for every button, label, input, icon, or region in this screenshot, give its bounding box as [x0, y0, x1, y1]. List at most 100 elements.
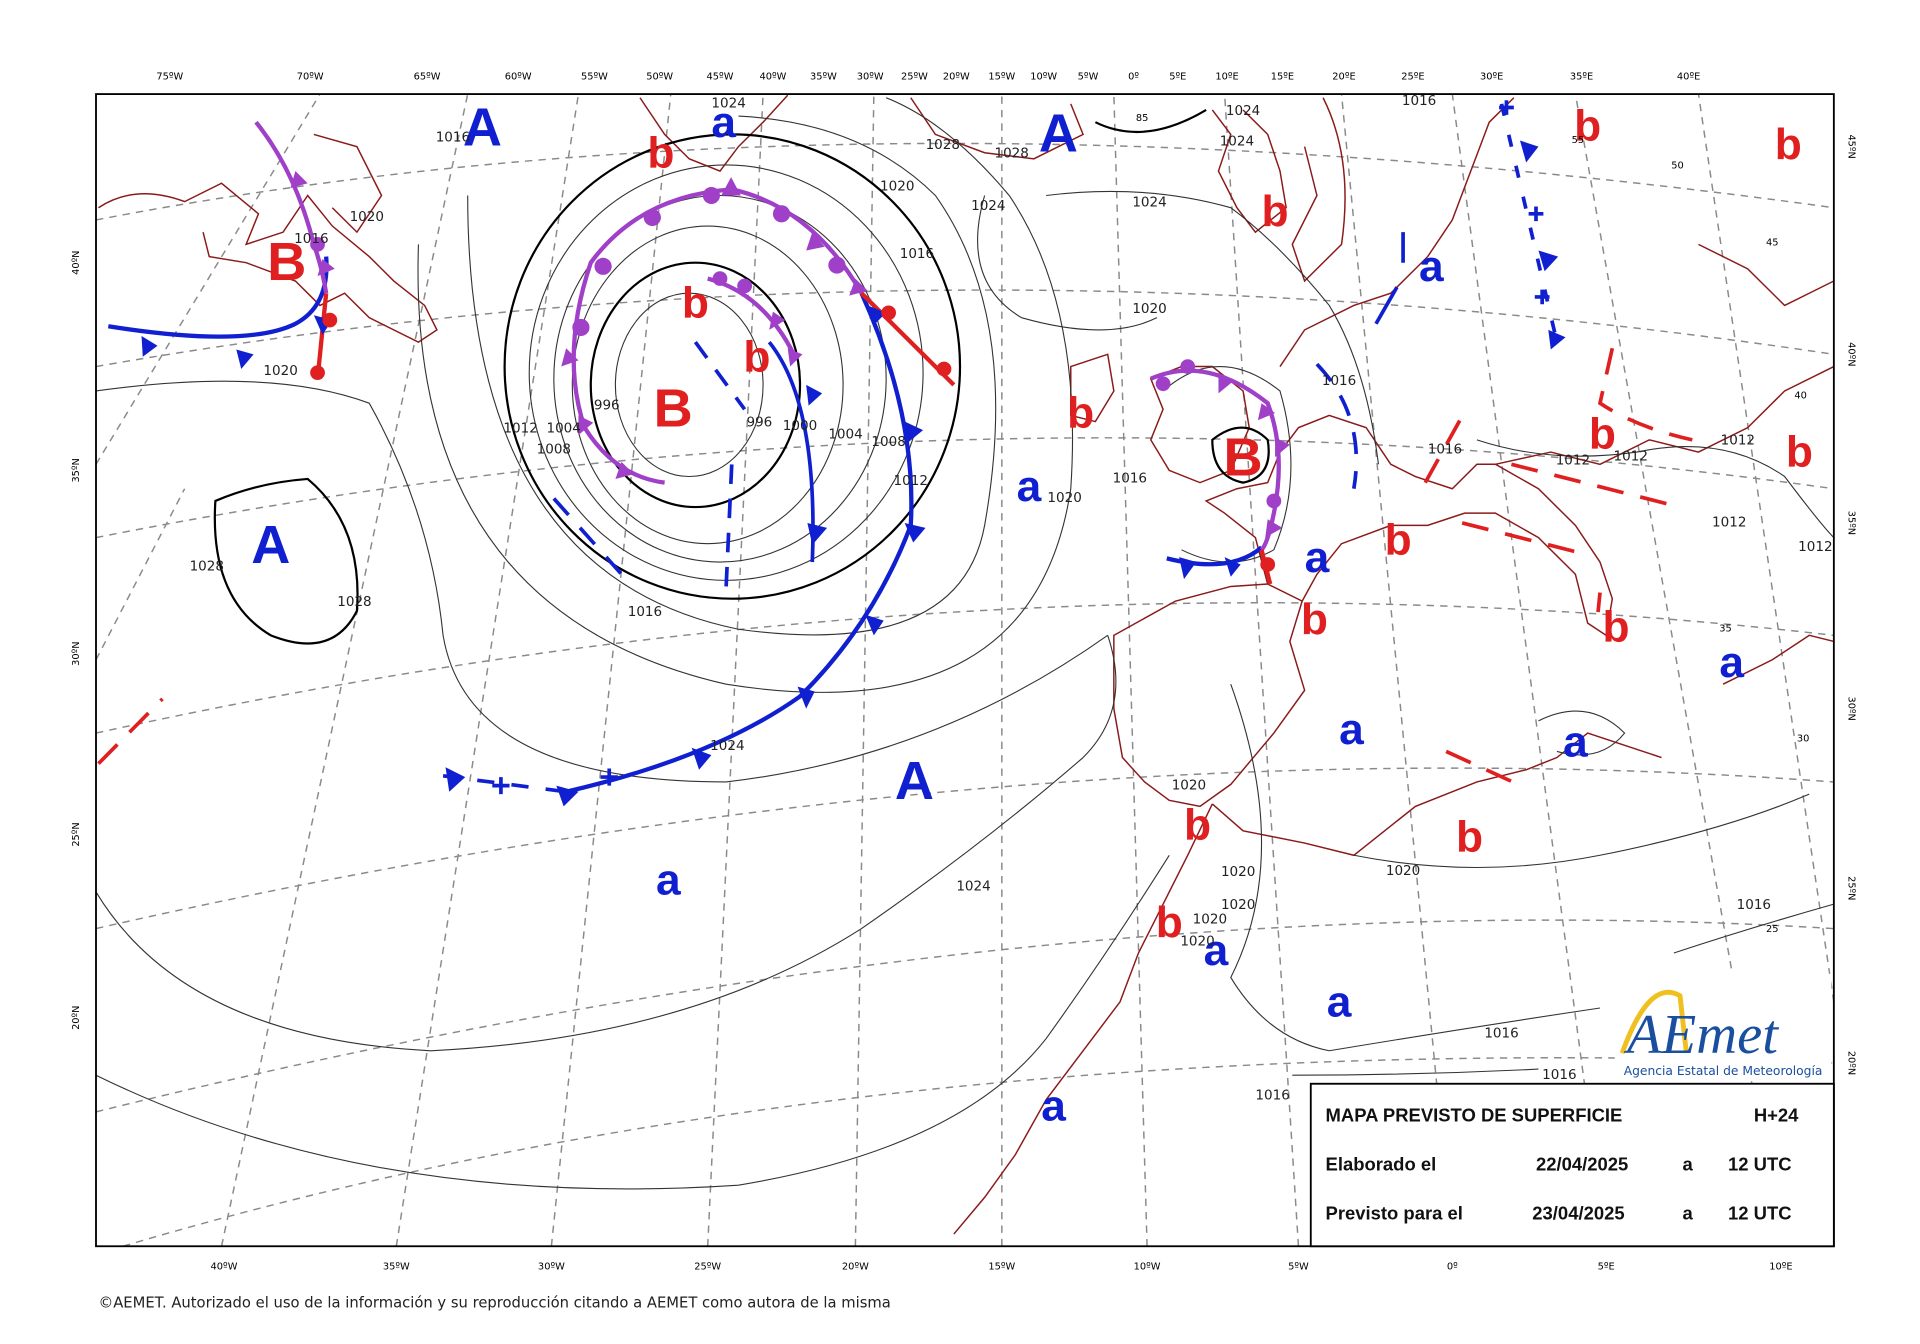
top-lon-label: 10ºE	[1215, 71, 1238, 82]
isobar-label: 1016	[1737, 897, 1771, 913]
grid-number-label: 85	[1136, 113, 1149, 124]
bottom-lon-label: 0º	[1447, 1261, 1458, 1272]
info-lead-time: H+24	[1754, 1105, 1799, 1126]
isobar-label: 1016	[1428, 441, 1462, 457]
logo-name: AEmet	[1623, 1004, 1779, 1066]
right-lat-label: 45ºN	[1846, 134, 1857, 158]
left-lat-label: 40ºN	[71, 251, 82, 275]
map-frame	[95, 93, 1835, 1248]
isobar-label: 1028	[926, 137, 960, 153]
pressure-center: b	[647, 129, 674, 178]
copyright: ©AEMET. Autorizado el uso de la informac…	[98, 1294, 890, 1311]
isobar-label: 1024	[956, 879, 990, 895]
pressure-center: A	[463, 98, 502, 158]
info-issued-at: a	[1682, 1154, 1693, 1175]
bottom-lon-label: 5ºW	[1288, 1261, 1309, 1272]
pressure-center: a	[1339, 705, 1364, 754]
info-box: MAPA PREVISTO DE SUPERFICIE H+24 Elabora…	[1309, 1082, 1835, 1248]
pressure-center: a	[711, 98, 736, 147]
top-lon-label: 15ºW	[988, 71, 1015, 82]
isobar-label: 1012	[1556, 452, 1590, 468]
info-valid-at: a	[1682, 1202, 1693, 1223]
isobar-label: 1016	[1402, 93, 1436, 109]
isobar-label: 1012	[503, 421, 537, 437]
grid-number-label: 35	[1719, 624, 1732, 635]
logo-subtitle: Agencia Estatal de Meteorología	[1624, 1064, 1823, 1078]
isobar-label: 1016	[294, 231, 328, 247]
info-issued-label: Elaborado el	[1326, 1154, 1437, 1175]
isobar-label: 1016	[1113, 471, 1147, 487]
pressure-center: b	[1262, 187, 1289, 236]
isobar-label: 1024	[971, 198, 1005, 214]
pressure-center: b	[1574, 102, 1601, 151]
isobar-label: 1020	[1386, 863, 1420, 879]
grid-number-label: 30	[1797, 734, 1810, 745]
isobar-label: 1016	[1484, 1025, 1518, 1041]
isobar-label: 1012	[1712, 515, 1746, 531]
grid-number-label: 25	[1766, 924, 1779, 935]
right-lat-label: 20ºN	[1846, 1051, 1857, 1075]
isobar-label: 1020	[1172, 777, 1206, 793]
grid-number-label: 45	[1766, 238, 1779, 249]
top-lon-label: 40ºE	[1677, 71, 1700, 82]
isobar-label: 1020	[1047, 490, 1081, 506]
labels: 75ºW 70ºW 65ºW 60ºW 55ºW 50ºW 45ºW 40ºW 35ºW 30ºW…	[71, 71, 1857, 1272]
info-issued-time: 12 UTC	[1728, 1154, 1792, 1175]
pressure-center: B	[1224, 427, 1263, 487]
top-lon-label: 35ºW	[810, 71, 837, 82]
isobar-label: 1020	[263, 363, 297, 379]
pressure-center: b	[1589, 410, 1616, 459]
top-lon-label: 50ºW	[646, 71, 673, 82]
pressure-center: b	[1385, 516, 1412, 565]
top-lon-label: 25ºW	[901, 71, 928, 82]
fronts	[97, 100, 1693, 807]
top-lon-label: 35ºE	[1570, 71, 1593, 82]
top-lon-label: 55ºW	[581, 71, 608, 82]
isobar-label: 1020	[1193, 912, 1227, 928]
bottom-lon-label: 25ºW	[694, 1261, 721, 1272]
pressure-center: b	[1301, 595, 1328, 644]
isobar-label: 1024	[1220, 133, 1254, 149]
isobar-label: 1016	[436, 130, 470, 146]
isobar-label: 1028	[190, 559, 224, 575]
isobar-label: 1020	[880, 179, 914, 195]
info-title: MAPA PREVISTO DE SUPERFICIE	[1326, 1105, 1623, 1126]
isobar-label: 996	[594, 397, 620, 413]
top-lon-label: 30ºE	[1480, 71, 1503, 82]
isobar-label: 1016	[628, 604, 662, 620]
isobar-label: 1020	[1180, 934, 1214, 950]
left-lat-label: 25ºN	[71, 822, 82, 846]
logo-swoosh	[1619, 989, 1689, 1055]
pressure-center: a	[1041, 1082, 1066, 1131]
top-lon-label: 10ºW	[1030, 71, 1057, 82]
bottom-lon-label: 10ºW	[1134, 1261, 1161, 1272]
isobar-label: 1012	[1614, 449, 1648, 465]
bottom-lon-label: 5ºE	[1598, 1261, 1615, 1272]
isobar-label: 1020	[350, 209, 384, 225]
info-box-frame	[1309, 1082, 1835, 1248]
isobar-label: 996	[746, 414, 772, 430]
top-lon-label: 70ºW	[297, 71, 324, 82]
isobar-label: 1004	[828, 427, 862, 443]
isobar-label: 1020	[1221, 864, 1255, 880]
pressure-center: a	[1017, 462, 1042, 511]
isobar-label: 1024	[1132, 195, 1166, 211]
isobar-label: 1012	[894, 473, 928, 489]
pressure-center: A	[251, 515, 290, 575]
pressure-center: a	[1305, 533, 1330, 582]
grid-number-label: 55	[1572, 135, 1585, 146]
pressure-center: b	[1786, 428, 1813, 477]
bottom-lon-label: 40ºW	[211, 1261, 238, 1272]
isobar-label: 1012	[1798, 539, 1832, 555]
isobar-label: 1012	[1721, 433, 1755, 449]
top-lon-label: 20ºE	[1332, 71, 1355, 82]
pressure-center: b	[1156, 898, 1183, 947]
top-lon-label: 75ºW	[156, 71, 183, 82]
pressure-center: a	[1563, 717, 1588, 766]
bottom-lon-label: 30ºW	[538, 1261, 565, 1272]
pressure-center: B	[654, 379, 693, 439]
info-valid-label: Previsto para el	[1326, 1202, 1463, 1223]
pressure-center: a	[1419, 242, 1444, 291]
